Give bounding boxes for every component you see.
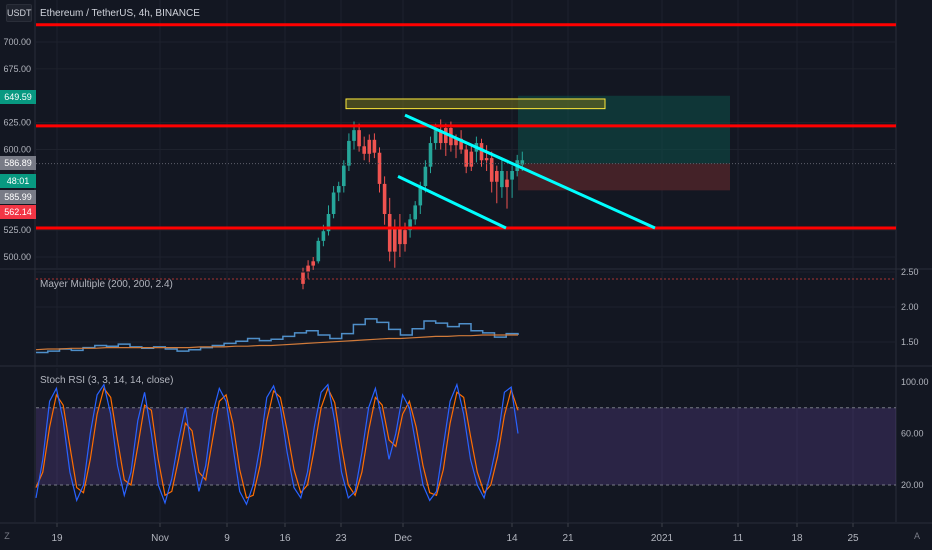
candle-body — [413, 205, 417, 220]
stoch-k-line — [35, 382, 519, 506]
candle-body — [393, 226, 397, 252]
candle-body — [403, 230, 407, 245]
channel-upper-line — [404, 113, 656, 230]
stop-loss-zone — [518, 163, 730, 191]
price-label: 586.89 — [4, 158, 32, 168]
x-tick-label: Nov — [151, 533, 169, 544]
candle-body — [510, 171, 514, 180]
candle-body — [433, 130, 438, 144]
x-tick-label: 11 — [733, 533, 744, 544]
candle-body — [484, 158, 489, 161]
currency-button[interactable]: USDT — [6, 4, 32, 22]
candle-body — [342, 165, 346, 187]
stoch-d-line — [35, 386, 519, 499]
channel-lower-line — [397, 175, 507, 230]
candle-body — [311, 261, 315, 266]
candle-body — [479, 143, 484, 161]
candle-body — [454, 138, 458, 146]
y-tick-label: 500.00 — [3, 252, 31, 262]
candle-body — [408, 219, 412, 231]
mayer-y-tick-label: 2.00 — [901, 302, 919, 312]
candle-body — [377, 152, 382, 184]
auto-scale-left-button[interactable]: Z — [4, 531, 10, 541]
candle-body — [418, 186, 423, 206]
candle-body — [321, 231, 326, 241]
x-tick-label: 14 — [506, 533, 518, 544]
stoch-legend[interactable]: Stoch RSI (3, 3, 14, 14, close) — [40, 375, 174, 386]
candle-body — [362, 146, 366, 154]
candle-body — [495, 171, 499, 182]
x-tick-label: 16 — [279, 533, 291, 544]
mayer-legend[interactable]: Mayer Multiple (200, 200, 2.4) — [40, 279, 173, 290]
price-label-bg — [0, 190, 36, 204]
candle-body — [464, 149, 468, 167]
mayer-y-tick-label: 2.50 — [901, 267, 919, 277]
x-tick-label: 18 — [791, 533, 803, 544]
candle-body — [489, 158, 494, 182]
price-label-bg — [0, 90, 36, 104]
candle-body — [347, 140, 351, 166]
stoch-y-tick-label: 20.00 — [901, 480, 924, 490]
candle-body — [459, 138, 463, 150]
candle-body — [316, 240, 321, 262]
y-tick-label: 625.00 — [3, 118, 31, 128]
candle-body — [469, 151, 474, 167]
y-tick-label: 600.00 — [3, 145, 31, 155]
x-tick-label: 21 — [562, 533, 574, 544]
candle-body — [398, 226, 402, 245]
price-label: 585.99 — [4, 192, 32, 202]
x-tick-label: Dec — [394, 533, 412, 544]
candle-body — [372, 139, 377, 153]
candle-body — [301, 272, 305, 284]
symbol-title[interactable]: Ethereum / TetherUS, 4h, BINANCE — [40, 8, 200, 19]
mayer-ma-line — [35, 334, 518, 351]
price-label: 562.14 — [4, 207, 32, 217]
x-tick-label: 19 — [51, 533, 63, 544]
stoch-y-tick-label: 100.00 — [901, 377, 929, 387]
candle-body — [423, 166, 428, 187]
x-tick-label: 25 — [847, 533, 859, 544]
candle-body — [520, 160, 525, 165]
y-tick-label: 525.00 — [3, 225, 31, 235]
price-label: 649.59 — [4, 92, 32, 102]
price-label-bg — [0, 156, 36, 170]
candle-body — [357, 130, 361, 147]
x-tick-label: 9 — [224, 533, 230, 544]
stoch-y-tick-label: 60.00 — [901, 429, 924, 439]
candle-body — [444, 128, 448, 144]
y-tick-label: 675.00 — [3, 64, 31, 74]
candle-body — [336, 186, 341, 193]
y-tick-label: 700.00 — [3, 37, 31, 47]
stoch-band — [36, 407, 896, 485]
x-tick-label: 23 — [335, 533, 347, 544]
price-label-bg — [0, 174, 36, 188]
candle-body — [326, 214, 331, 232]
candle-body — [387, 214, 392, 252]
candle-body — [382, 183, 387, 214]
candle-body — [438, 130, 443, 144]
candle-body — [352, 130, 356, 141]
price-label: 48:01 — [7, 176, 30, 186]
candle-body — [428, 143, 433, 167]
mayer-multiple-line — [36, 318, 519, 354]
mayer-y-tick-label: 1.50 — [901, 337, 919, 347]
supply-zone — [345, 98, 606, 110]
candle-body — [505, 179, 509, 188]
auto-scale-button[interactable]: A — [913, 531, 920, 541]
candle-body — [500, 171, 504, 188]
candle-body — [306, 265, 310, 273]
candle-body — [331, 192, 336, 214]
price-label-bg — [0, 205, 36, 219]
candle-body — [367, 139, 372, 154]
x-tick-label: 2021 — [651, 533, 674, 544]
